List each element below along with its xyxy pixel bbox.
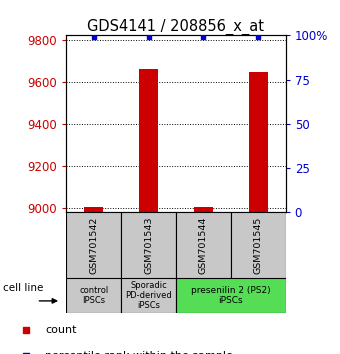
- Bar: [176, 212, 231, 278]
- Bar: [66, 212, 121, 278]
- Bar: [176, 278, 286, 313]
- Title: GDS4141 / 208856_x_at: GDS4141 / 208856_x_at: [87, 19, 265, 35]
- Text: cell line: cell line: [3, 283, 44, 293]
- Text: count: count: [46, 325, 77, 335]
- Text: control
IPSCs: control IPSCs: [79, 286, 108, 305]
- Bar: [121, 212, 176, 278]
- Bar: [121, 278, 176, 313]
- Bar: [194, 206, 213, 212]
- Text: Sporadic
PD-derived
iPSCs: Sporadic PD-derived iPSCs: [125, 281, 172, 310]
- Bar: [84, 207, 103, 212]
- Bar: [66, 278, 121, 313]
- Text: GSM701543: GSM701543: [144, 216, 153, 274]
- Bar: [249, 72, 268, 212]
- Text: GSM701542: GSM701542: [89, 216, 98, 274]
- Text: GSM701545: GSM701545: [254, 216, 263, 274]
- Bar: [231, 212, 286, 278]
- Bar: [139, 69, 158, 212]
- Text: percentile rank within the sample: percentile rank within the sample: [46, 351, 233, 354]
- Text: GSM701544: GSM701544: [199, 216, 208, 274]
- Text: presenilin 2 (PS2)
iPSCs: presenilin 2 (PS2) iPSCs: [191, 286, 271, 305]
